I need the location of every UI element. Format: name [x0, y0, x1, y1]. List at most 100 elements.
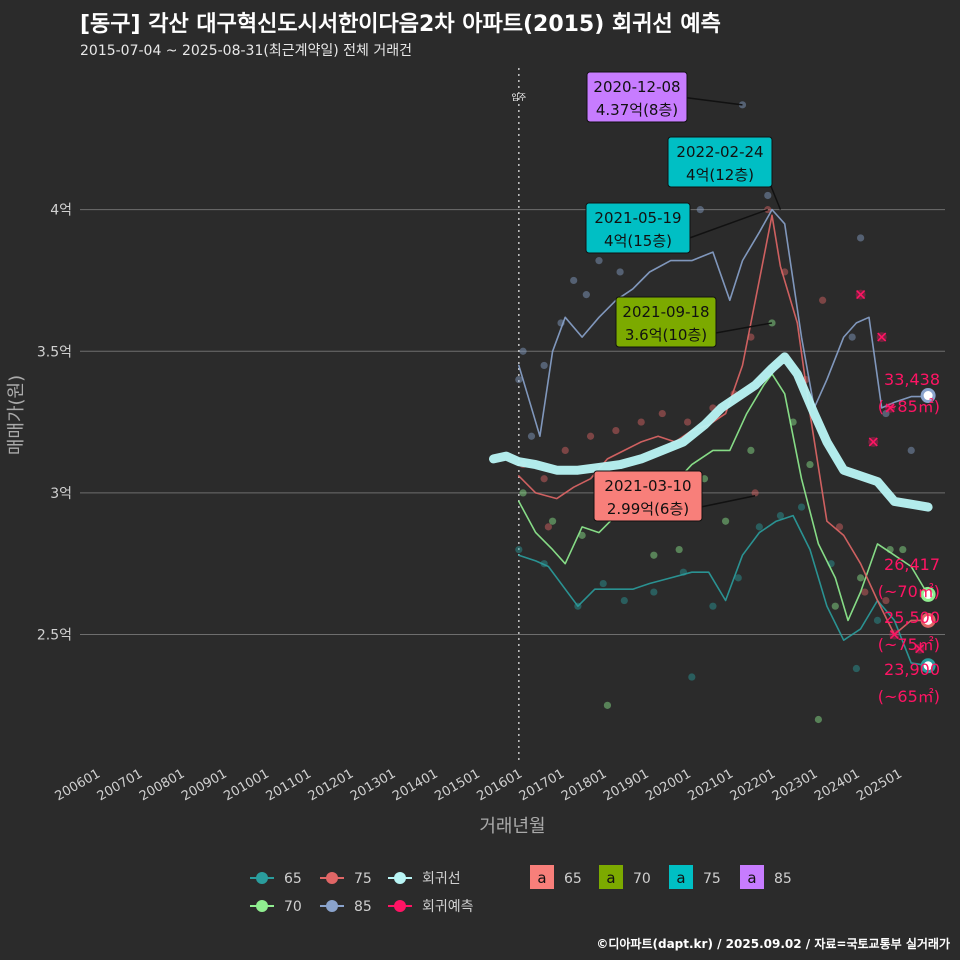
- forecast-size-label: (~85㎡): [878, 397, 940, 416]
- scatter-point: [570, 276, 578, 285]
- scatter-point: [734, 574, 742, 582]
- scatter-point: [861, 588, 869, 596]
- scatter-point: [852, 664, 860, 673]
- scatter-point: [519, 489, 527, 497]
- legend-box-label: 70: [633, 871, 651, 887]
- scatter-point: [814, 715, 823, 724]
- legend-label: 65: [284, 871, 302, 887]
- legend-label: 회귀선: [422, 871, 461, 887]
- forecast-mark-x: [868, 437, 878, 447]
- scatter-point: [848, 333, 856, 341]
- forecast-size-label: (~70㎡): [878, 582, 940, 601]
- scatter-point: [599, 579, 607, 588]
- y-tick-label: 2.5억: [37, 628, 72, 644]
- forecast-point: [920, 612, 936, 628]
- annotation-leader: [683, 208, 769, 241]
- legend-box-glyph: a: [537, 869, 546, 887]
- legend-label: 85: [354, 899, 372, 915]
- series-line-75: [517, 214, 929, 636]
- legend-key-dot: [326, 872, 338, 884]
- scatter-point: [544, 523, 552, 531]
- legend-key-dot: [326, 900, 338, 912]
- x-tick-label: 202401: [812, 766, 862, 804]
- forecast-value-label: 33,438: [884, 370, 940, 389]
- scatter-point: [721, 517, 730, 525]
- x-tick-label: 200901: [179, 766, 229, 804]
- x-tick-label: 201801: [559, 766, 609, 804]
- x-tick-label: 201601: [475, 766, 525, 804]
- scatter-point: [751, 489, 759, 497]
- annotation-date: 2022-02-24: [676, 143, 763, 161]
- legend-key-dot: [394, 900, 406, 912]
- scatter-point: [519, 347, 527, 355]
- annotation-box: [593, 470, 703, 522]
- scatter-point: [578, 531, 586, 539]
- annotation-box: [586, 71, 688, 123]
- forecast-value-label: 25,500: [884, 608, 940, 627]
- scatter-point: [857, 234, 865, 242]
- scatter-point: [835, 523, 844, 531]
- y-tick-label: 3억: [50, 486, 72, 502]
- scatter-point: [882, 409, 890, 418]
- scatter-point: [857, 574, 865, 582]
- series-line-65: [517, 514, 929, 667]
- annotation-date: 2021-09-18: [622, 303, 709, 321]
- x-tick-label: 202501: [854, 766, 904, 804]
- scatter-point: [873, 616, 882, 624]
- forecast-mark-x: [915, 644, 925, 654]
- scatter-point: [540, 475, 548, 483]
- annotation-box: [615, 296, 717, 348]
- scatter-point: [620, 596, 628, 605]
- scatter-point: [616, 268, 624, 276]
- scatter-point: [595, 257, 603, 265]
- x-tick-label: 202001: [643, 766, 693, 804]
- x-tick-label: 202301: [770, 766, 820, 804]
- legend-box: [740, 865, 764, 889]
- forecast-point: [920, 388, 936, 404]
- scatter-point: [806, 460, 814, 469]
- series-line-70: [517, 373, 929, 622]
- scatter-point: [637, 418, 645, 426]
- scatter-point: [819, 296, 827, 304]
- move-in-label: 입주: [511, 93, 526, 102]
- scatter-point: [612, 426, 620, 435]
- chart-title: [동구] 각산 대구혁신도시서한이다음2차 아파트(2015) 회귀선 예측: [80, 12, 721, 37]
- scatter-point: [907, 446, 915, 455]
- x-tick-label: 202101: [686, 766, 736, 804]
- legend-key-dot: [394, 872, 406, 884]
- scatter-point: [709, 602, 717, 610]
- x-tick-label: 201201: [306, 766, 356, 804]
- scatter-point: [755, 523, 763, 531]
- annotation-date: 2021-05-19: [594, 209, 681, 227]
- annotation-box: [667, 136, 773, 188]
- annotation-leader: [695, 494, 756, 509]
- legend-label: 75: [354, 871, 372, 887]
- annotation-price: 4억(15층): [604, 232, 672, 250]
- annotation-price: 4억(12층): [686, 166, 754, 184]
- legend-label: 회귀예측: [422, 899, 474, 915]
- scatter-point: [675, 545, 683, 554]
- x-tick-label: 202201: [728, 766, 778, 804]
- scatter-point: [700, 475, 709, 483]
- trend-line: [489, 352, 933, 512]
- scatter-point: [764, 191, 772, 200]
- x-axis-title: 거래년월: [479, 816, 545, 837]
- x-tick-label: 200601: [53, 766, 103, 804]
- x-tick-label: 201101: [264, 766, 314, 804]
- x-tick-label: 201301: [348, 766, 398, 804]
- annotation-price: 3.6억(10층): [625, 326, 707, 344]
- scatter-point: [899, 545, 907, 554]
- legend-box-label: 65: [564, 871, 582, 887]
- forecast-value-label: 26,417: [884, 555, 940, 574]
- scatter-point: [527, 432, 536, 440]
- scatter-point: [603, 701, 612, 709]
- scatter-point: [540, 361, 548, 370]
- legend-box-glyph: a: [676, 869, 685, 887]
- chart-subtitle: 2015-07-04 ~ 2025-08-31(최근계약일) 전체 거래건: [80, 43, 412, 59]
- forecast-size-label: (~75㎡): [878, 635, 940, 654]
- y-tick-label: 4억: [50, 203, 72, 219]
- scatter-point: [548, 517, 557, 525]
- legend-key-dot: [256, 900, 268, 912]
- legend-box: [530, 865, 554, 889]
